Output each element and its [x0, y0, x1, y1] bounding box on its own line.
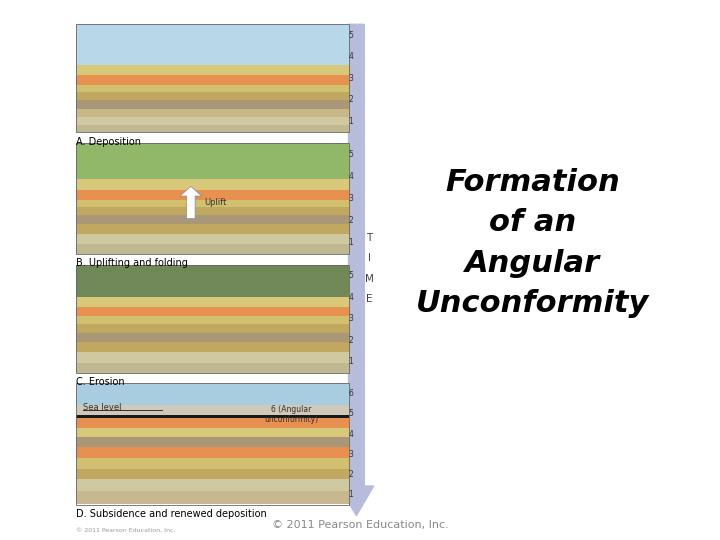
Bar [76, 265, 349, 297]
Bar [76, 458, 349, 469]
Text: 1: 1 [348, 238, 354, 247]
Bar [76, 65, 349, 75]
Bar [76, 316, 349, 324]
Text: © 2011 Pearson Education, Inc.: © 2011 Pearson Education, Inc. [271, 520, 449, 530]
Text: 2: 2 [348, 470, 354, 479]
Text: 6: 6 [348, 389, 354, 398]
Text: A. Deposition: A. Deposition [76, 137, 140, 147]
Bar [76, 297, 349, 307]
Bar [76, 342, 349, 352]
Text: E: E [366, 294, 373, 304]
Text: 4: 4 [348, 172, 354, 181]
Bar [76, 437, 349, 447]
Text: 4: 4 [348, 293, 354, 301]
Text: 3: 3 [348, 450, 354, 459]
Bar [76, 405, 349, 415]
Bar [76, 92, 349, 100]
Bar [76, 215, 349, 224]
Bar [76, 333, 349, 342]
Bar [76, 85, 349, 92]
Text: 5: 5 [348, 150, 354, 159]
Text: 3: 3 [348, 194, 354, 203]
Bar [76, 224, 349, 234]
Bar [76, 428, 349, 437]
Bar [76, 109, 349, 117]
Text: 5: 5 [348, 31, 354, 39]
Text: Sea level: Sea level [83, 403, 121, 412]
Text: I: I [368, 253, 371, 263]
Text: 1: 1 [348, 117, 354, 126]
Bar [76, 383, 349, 405]
Bar [76, 418, 349, 428]
Text: T: T [366, 233, 372, 242]
Text: 4: 4 [348, 52, 354, 61]
Bar [76, 415, 349, 418]
Text: 3: 3 [348, 314, 354, 323]
Bar [76, 24, 349, 65]
Text: C. Erosion: C. Erosion [76, 377, 125, 387]
Text: 2: 2 [348, 336, 354, 345]
Bar [76, 324, 349, 333]
FancyArrow shape [180, 186, 202, 219]
Bar [76, 100, 349, 109]
Text: 2: 2 [348, 216, 354, 225]
Text: 6 (Angular
unconformity): 6 (Angular unconformity) [264, 405, 319, 424]
Bar [76, 125, 349, 132]
Bar [76, 190, 349, 200]
Text: 3: 3 [348, 74, 354, 83]
Text: M: M [365, 274, 374, 284]
Bar [76, 244, 349, 254]
Text: B. Uplifting and folding: B. Uplifting and folding [76, 258, 187, 268]
Text: Formation
of an
Angular
Unconformity: Formation of an Angular Unconformity [416, 168, 649, 318]
Bar [76, 200, 349, 207]
Text: © 2011 Pearson Education, Inc.: © 2011 Pearson Education, Inc. [76, 528, 175, 532]
Text: 5: 5 [348, 271, 354, 280]
Text: 2: 2 [348, 96, 354, 104]
Bar [76, 234, 349, 244]
Text: D. Subsidence and renewed deposition: D. Subsidence and renewed deposition [76, 509, 266, 519]
Bar [76, 363, 349, 373]
Text: 4: 4 [348, 429, 354, 438]
Bar [76, 491, 349, 504]
Bar [76, 352, 349, 363]
Text: 5: 5 [348, 409, 354, 418]
Text: 1: 1 [348, 357, 354, 366]
Bar [76, 383, 349, 505]
Bar [76, 479, 349, 491]
Bar [76, 143, 349, 254]
Text: Uplift: Uplift [204, 198, 226, 207]
Bar [76, 469, 349, 479]
Bar [76, 75, 349, 85]
FancyArrow shape [339, 24, 374, 516]
Text: 1: 1 [348, 490, 354, 500]
Bar [76, 117, 349, 125]
Bar [76, 265, 349, 373]
Bar [76, 207, 349, 215]
Bar [76, 143, 349, 179]
Bar [76, 24, 349, 132]
Bar [76, 179, 349, 190]
Bar [76, 307, 349, 316]
Bar [76, 447, 349, 458]
